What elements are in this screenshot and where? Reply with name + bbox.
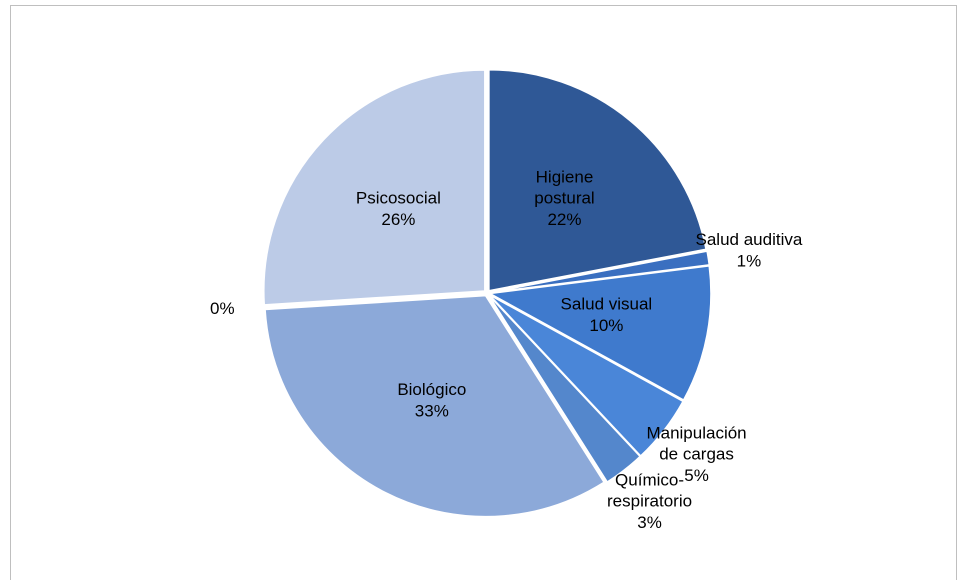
slice-value-label: 1%: [737, 251, 762, 270]
slice-label: Biológico: [397, 380, 466, 399]
pie-slice: [487, 265, 712, 402]
slice-value-label: 33%: [415, 401, 449, 420]
pie-slice: [488, 294, 642, 484]
slice-value-label: 5%: [684, 466, 709, 485]
slice-label: Manipulación de cargas: [646, 424, 746, 464]
slice-label: Químico-respiratorio: [607, 471, 692, 511]
slice-value-label: 26%: [381, 210, 415, 229]
slice-value-label: 10%: [589, 316, 623, 335]
pie-slice: [264, 294, 606, 518]
slice-value-label: 3%: [637, 513, 662, 532]
pie-slice: [488, 294, 685, 458]
pie-slice: [489, 250, 711, 294]
slice-label: Salud auditiva: [696, 230, 803, 249]
slice-label: Higiene postural: [534, 168, 594, 208]
slice-value-label: 22%: [547, 210, 581, 229]
slice-value-label: 0%: [210, 299, 235, 318]
slice-label: Salud visual: [561, 295, 653, 314]
pie-slice: [263, 69, 486, 306]
pie-slice: [488, 68, 707, 292]
slice-label: Psicosocial: [356, 189, 441, 208]
